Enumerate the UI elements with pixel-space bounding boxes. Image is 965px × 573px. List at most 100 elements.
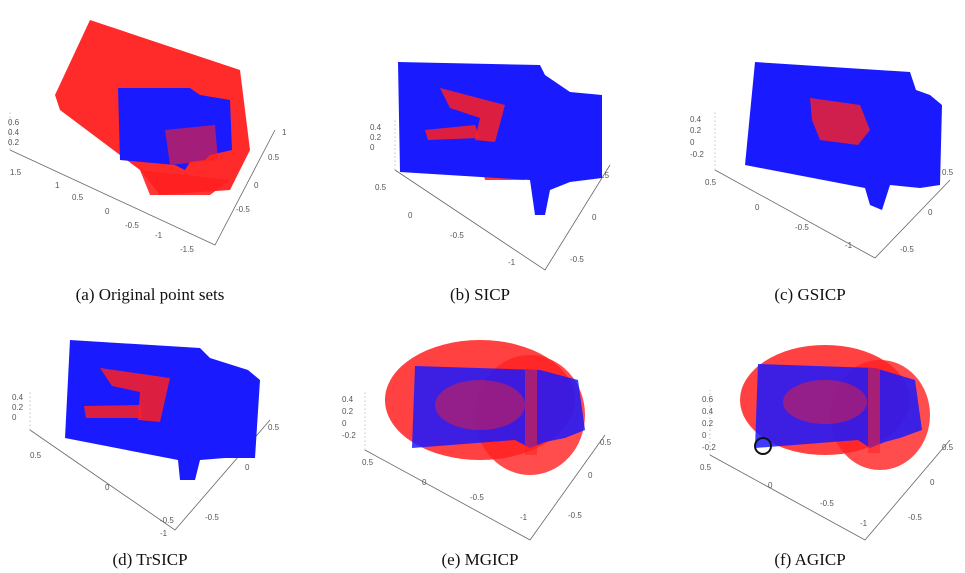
caption-e: (e) MGICP [441, 550, 519, 569]
tick-label: 0 [408, 211, 413, 220]
tick-label: 0.2 [342, 407, 354, 416]
plot-sicp: 0.4 0.2 0 0.5 0 -0.5 -1 0.5 0 -0.5 [370, 62, 611, 271]
plot-original-point-sets: 0.6 0.4 0.2 1.5 1 0.5 0 -0.5 -1 -1.5 1 0… [8, 20, 287, 254]
axes-frame [709, 390, 951, 541]
tick-label: 0.4 [12, 393, 24, 402]
tick-labels: 0.6 0.4 0.2 0 -0.2 0.5 0 -0.5 -1 0.5 0 -… [700, 395, 954, 528]
tick-label: -0.5 [908, 513, 922, 522]
tick-labels: 0.4 0.2 0 -0.2 0.5 0 -0.5 -1 0.5 0 -0.5 [342, 395, 612, 522]
tick-label: 0 [254, 181, 259, 190]
blue-point-cloud [412, 366, 585, 448]
tick-label: 0 [930, 478, 935, 487]
tick-label: 0.4 [8, 128, 20, 137]
tick-label: 0.2 [370, 133, 382, 142]
tick-label: -1 [160, 529, 168, 538]
plot-agicp: 0.6 0.4 0.2 0 -0.2 0.5 0 -0.5 -1 0.5 0 -… [700, 345, 954, 541]
tick-label: -0.5 [450, 231, 464, 240]
red-overlay-points [165, 125, 218, 165]
tick-labels: 0.4 0.2 0 -0.2 0.5 0 -0.5 -1 0.5 0 -0.5 [690, 115, 954, 254]
tick-label: 0.5 [600, 438, 612, 447]
tick-label: -0.5 [795, 223, 809, 232]
caption-f: (f) AGICP [774, 550, 846, 569]
tick-label: 0.5 [72, 193, 84, 202]
tick-label: 0 [105, 207, 110, 216]
tick-label: -1 [508, 258, 516, 267]
tick-label: -0.5 [570, 255, 584, 264]
red-overlay-points [783, 368, 880, 453]
axes-frame [714, 110, 951, 259]
caption-b: (b) SICP [450, 285, 510, 304]
highlight-circle-marker [754, 437, 772, 455]
red-overlay-points [435, 370, 537, 455]
tick-label: 0.5 [942, 168, 954, 177]
tick-labels: 0.6 0.4 0.2 1.5 1 0.5 0 -0.5 -1 -1.5 1 0… [8, 118, 287, 254]
panel-a-plot: 0.6 0.4 0.2 1.5 1 0.5 0 -0.5 -1 -1.5 1 0… [0, 0, 300, 275]
plot-trsicp: 0.4 0.2 0 0.5 0 -0.5 -1 0.5 0 -0.5 [12, 340, 280, 538]
tick-label: 1.5 [10, 168, 22, 177]
tick-label: 1 [55, 181, 60, 190]
panel-f-plot: 0.6 0.4 0.2 0 -0.2 0.5 0 -0.5 -1 0.5 0 -… [660, 330, 960, 545]
tick-label: -1 [520, 513, 528, 522]
tick-label: 0.5 [375, 183, 387, 192]
tick-label: 0.5 [942, 443, 954, 452]
tick-label: 0 [342, 419, 347, 428]
tick-label: -1.5 [180, 245, 194, 254]
tick-label: -0.5 [900, 245, 914, 254]
plot-gsicp: 0.4 0.2 0 -0.2 0.5 0 -0.5 -1 0.5 0 -0.5 [690, 62, 954, 259]
red-overlay-points [810, 98, 870, 145]
tick-label: 0.4 [702, 407, 714, 416]
plot-mgicp: 0.4 0.2 0 -0.2 0.5 0 -0.5 -1 0.5 0 -0.5 [342, 340, 612, 541]
tick-label: 0.5 [700, 463, 712, 472]
tick-label: 0.5 [598, 171, 610, 180]
tick-label: 0.6 [8, 118, 20, 127]
tick-label: 0.5 [30, 451, 42, 460]
tick-labels: 0.4 0.2 0 0.5 0 -0.5 -1 0.5 0 -0.5 [12, 393, 280, 538]
panel-b-plot: 0.4 0.2 0 0.5 0 -0.5 -1 0.5 0 -0.5 [330, 0, 630, 275]
tick-label: -0.5 [125, 221, 139, 230]
tick-label: 0.2 [12, 403, 24, 412]
panel-c-plot: 0.4 0.2 0 -0.2 0.5 0 -0.5 -1 0.5 0 -0.5 [660, 0, 960, 275]
tick-label: 0.5 [268, 153, 280, 162]
tick-label: -0.2 [342, 431, 356, 440]
tick-label: 0 [422, 478, 427, 487]
tick-label: 0.4 [342, 395, 354, 404]
tick-label: 0 [690, 138, 695, 147]
tick-label: -0.5 [820, 499, 834, 508]
tick-label: 0 [928, 208, 933, 217]
tick-label: -1 [845, 241, 853, 250]
red-overlay-points [84, 368, 170, 422]
tick-label: -0.5 [568, 511, 582, 520]
tick-label: -1 [155, 231, 163, 240]
tick-label: 0 [588, 471, 593, 480]
tick-label: -0.2 [702, 443, 716, 452]
tick-label: 0.5 [362, 458, 374, 467]
tick-label: -1 [860, 519, 868, 528]
tick-label: 0.6 [702, 395, 714, 404]
tick-label: 0 [12, 413, 17, 422]
caption-a: (a) Original point sets [75, 285, 225, 304]
tick-label: -0.5 [205, 513, 219, 522]
tick-label: 0 [592, 213, 597, 222]
tick-label: 0.5 [268, 423, 280, 432]
axes-frame [364, 390, 606, 541]
panel-d-plot: 0.4 0.2 0 0.5 0 -0.5 -1 0.5 0 -0.5 [0, 330, 300, 545]
tick-label: 0.2 [8, 138, 20, 147]
tick-label: -0.2 [690, 150, 704, 159]
tick-label: 0 [245, 463, 250, 472]
tick-label: -0.5 [160, 516, 174, 525]
tick-label: 0 [105, 483, 110, 492]
tick-label: 0.4 [370, 123, 382, 132]
axes-frame [9, 110, 276, 246]
tick-label: 0 [370, 143, 375, 152]
tick-label: 0 [768, 481, 773, 490]
tick-labels: 0.4 0.2 0 0.5 0 -0.5 -1 0.5 0 -0.5 [370, 123, 610, 267]
panel-e-plot: 0.4 0.2 0 -0.2 0.5 0 -0.5 -1 0.5 0 -0.5 [330, 330, 630, 545]
tick-label: 1 [282, 128, 287, 137]
axes-frame [394, 120, 611, 271]
tick-label: -0.5 [470, 493, 484, 502]
tick-label: -0.5 [236, 205, 250, 214]
tick-label: 0 [755, 203, 760, 212]
tick-label: 0.2 [690, 126, 702, 135]
caption-c: (c) GSICP [774, 285, 846, 304]
tick-label: 0.5 [705, 178, 717, 187]
